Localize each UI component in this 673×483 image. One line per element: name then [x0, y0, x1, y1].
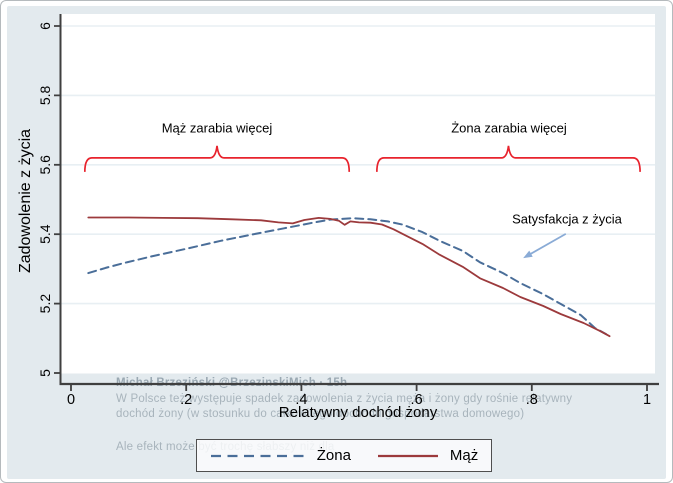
series-line-zona	[87, 217, 608, 336]
brace-husband-earns-more	[83, 145, 351, 172]
annotation-wife-earns-more: Żona zarabia więcej	[451, 120, 567, 136]
callout-arrow-line	[527, 233, 567, 256]
legend: Żona Mąż	[196, 439, 492, 472]
legend-entry-zona: Żona	[210, 447, 351, 464]
y-tick-label: 5	[37, 369, 53, 377]
y-tick-label: 5.8	[37, 85, 53, 105]
legend-label-maz: Mąż	[449, 447, 479, 464]
legend-sample-maz	[377, 454, 438, 457]
annotation-life-satisfaction: Satysfakcja z życia	[512, 211, 622, 227]
callout-arrowhead	[523, 250, 533, 259]
y-axis-title: Zadowolenie z życia	[17, 128, 34, 274]
y-tick-label: 5.2	[37, 294, 53, 314]
brace-wife-earns-more	[376, 145, 641, 172]
legend-entry-maz: Mąż	[377, 447, 478, 464]
legend-label-zona: Żona	[316, 447, 351, 464]
x-tick-label: .2	[180, 392, 192, 408]
y-tick-label: 5.6	[37, 155, 53, 175]
x-tick-label: .8	[526, 392, 538, 408]
legend-sample-zona	[210, 454, 305, 457]
watermark-tweet-line-2: dochód żony (w stosunku do całkowitego d…	[116, 408, 525, 420]
y-tick-label: 6	[37, 22, 53, 30]
y-tick-label: 5.4	[37, 224, 53, 244]
series-line-maz	[87, 216, 611, 338]
x-tick-label: 1	[643, 392, 651, 408]
plot-area	[61, 14, 655, 374]
annotation-husband-earns-more: Mąż zarabia więcej	[161, 120, 273, 136]
x-axis-title: Relatywny dochód żony	[278, 404, 438, 421]
x-tick-label: 0	[67, 392, 75, 408]
x-tick-label: .4	[295, 392, 307, 408]
x-tick-label: .6	[411, 392, 423, 408]
watermark-tweet-line-1: W Polsce też występuje spadek zadowoleni…	[116, 393, 573, 405]
